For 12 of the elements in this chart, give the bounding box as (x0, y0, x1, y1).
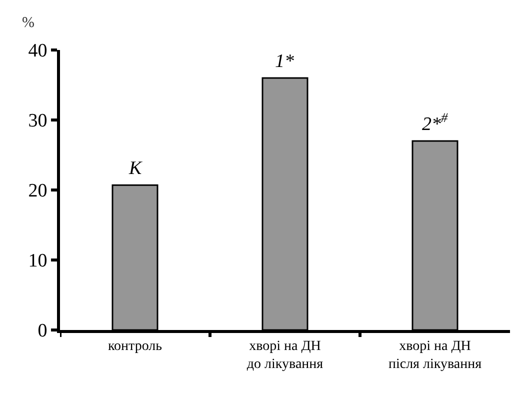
y-tick-label: 0 (38, 320, 48, 342)
y-tick-label: 10 (28, 250, 48, 272)
y-axis-title: % (22, 15, 34, 31)
x-tick-label: хворі на ДН до лікування (246, 338, 324, 372)
annotation: 1* (275, 51, 294, 72)
y-tick-label: 30 (28, 110, 48, 132)
y-tick-label: 20 (28, 180, 48, 202)
x-tick-label: контроль (108, 338, 162, 354)
y-tick-label: 40 (28, 40, 48, 62)
annotation: 2*$^{#}$ (422, 110, 448, 135)
x-tick-label: хворі на ДН після лікування (388, 338, 482, 372)
annotation: К (128, 158, 143, 179)
